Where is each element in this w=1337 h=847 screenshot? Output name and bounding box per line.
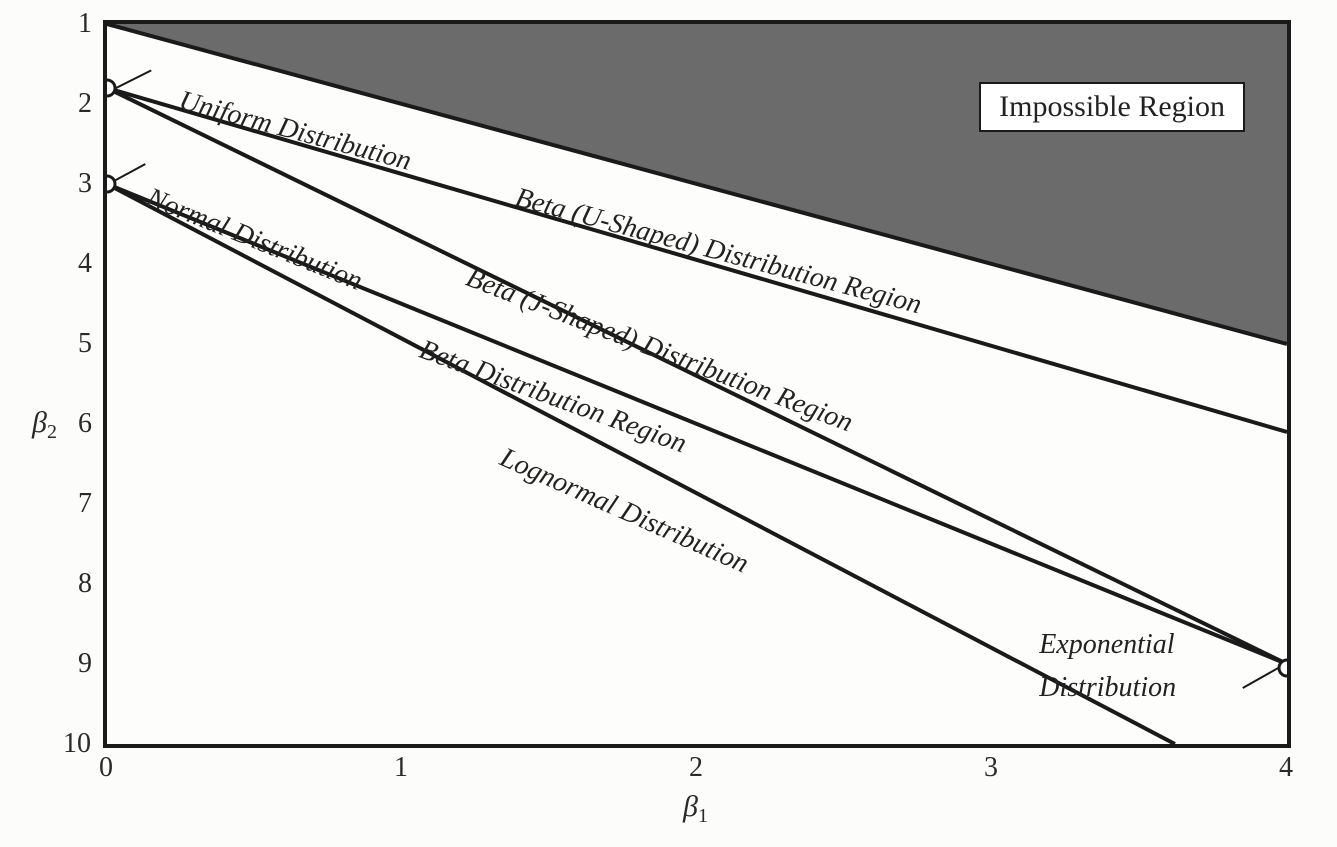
exponential-label-line2: Distribution (1039, 672, 1176, 704)
exponential-point (1279, 660, 1287, 676)
y-tick-7: 7 (78, 490, 92, 518)
x-axis-label: β1 (683, 792, 708, 822)
y-axis-label-sub: 2 (47, 421, 57, 443)
impossible-region-legend-text: Impossible Region (999, 90, 1225, 123)
y-tick-3: 3 (78, 170, 92, 198)
uniform-point (107, 80, 115, 96)
x-axis-label-base: β (683, 790, 698, 823)
y-axis-label-base: β (32, 406, 47, 439)
exponential-label-line1: Exponential (1039, 629, 1174, 661)
y-tick-9: 9 (78, 650, 92, 678)
y-tick-4: 4 (78, 250, 92, 278)
uniform-leader (113, 70, 151, 89)
exponential-leader (1243, 668, 1278, 688)
normal-point (107, 176, 115, 192)
page-root: β2 Uniform DistributionBeta (U-Shaped) D… (0, 0, 1337, 847)
x-tick-2: 2 (689, 754, 703, 782)
x-tick-4: 4 (1279, 754, 1293, 782)
y-tick-1: 1 (78, 10, 92, 38)
y-tick-10: 10 (63, 730, 91, 758)
x-tick-0: 0 (99, 754, 113, 782)
x-axis-label-sub: 1 (698, 805, 708, 827)
x-tick-3: 3 (984, 754, 998, 782)
x-tick-1: 1 (394, 754, 408, 782)
y-axis-label: β2 (32, 408, 57, 438)
y-tick-6: 6 (78, 410, 92, 438)
impossible-region-legend: Impossible Region (979, 82, 1245, 132)
y-tick-5: 5 (78, 330, 92, 358)
normal-leader (113, 164, 145, 182)
plot-frame: Uniform DistributionBeta (U-Shaped) Dist… (103, 20, 1291, 748)
y-tick-2: 2 (78, 90, 92, 118)
y-tick-8: 8 (78, 570, 92, 598)
